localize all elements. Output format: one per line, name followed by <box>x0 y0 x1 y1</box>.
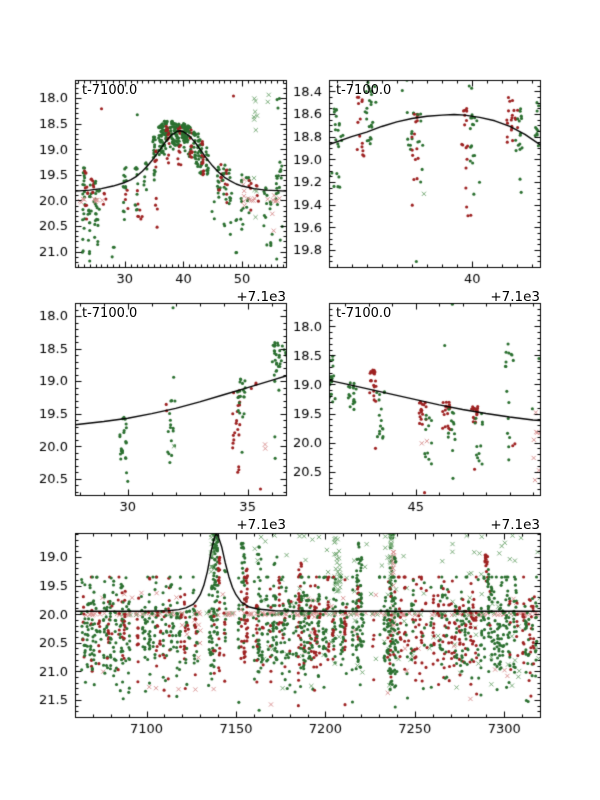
panel-annotation-middle-right: t-7100.0 <box>336 306 392 321</box>
panel-annotation-middle-left: t-7100.0 <box>82 306 138 321</box>
panel-annotation-top-right: t-7100.0 <box>336 83 392 98</box>
x-axis-offset-top-right: +7.1e3 <box>490 289 540 305</box>
x-axis-offset-middle-right: +7.1e3 <box>490 517 540 533</box>
x-axis-offset-middle-left: +7.1e3 <box>236 517 286 533</box>
x-axis-offset-top-left: +7.1e3 <box>236 289 286 305</box>
panel-annotation-top-left: t-7100.0 <box>82 83 138 98</box>
